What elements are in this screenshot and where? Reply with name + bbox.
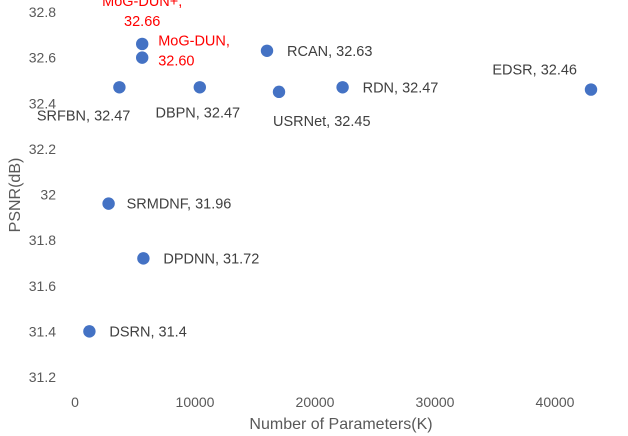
data-label: RCAN, 32.63 [287,44,372,60]
data-point [336,81,349,94]
data-label: USRNet, 32.45 [273,114,371,130]
data-point [136,37,149,51]
x-tick-label: 20000 [296,394,335,410]
x-tick-label: 0 [71,394,79,410]
data-point [136,51,149,64]
y-tick-label: 32.4 [29,95,56,111]
data-point [83,325,96,338]
data-point [102,197,115,210]
data-label: MoG-DUN, 32.60 [158,34,230,70]
data-label: DPDNN, 31.72 [163,251,259,267]
y-tick-label: 32.6 [29,50,56,66]
x-tick-label: 30000 [416,394,455,410]
y-tick-label: 31.4 [29,323,56,339]
data-label: DBPN, 32.47 [155,105,240,121]
x-axis-ticks: 0 10000 20000 30000 40000 [71,394,575,410]
y-tick-label: 31.8 [29,232,56,248]
data-label: SRMDNF, 31.96 [127,197,232,213]
data-points [83,37,598,338]
x-axis-title: Number of Parameters(K) [249,416,432,433]
y-axis-title: PSNR(dB) [7,158,24,233]
data-label: DSRN, 31.4 [109,324,186,340]
data-label: EDSR, 32.46 [492,63,577,79]
data-label: SRFBN, 32.47 [37,108,131,124]
data-point [113,81,126,94]
data-point [272,85,286,99]
y-tick-label: 31.2 [29,369,56,385]
y-tick-label: 32 [40,187,56,203]
data-labels: MoG-DUN+, 32.66 MoG-DUN, 32.60 RCAN, 32.63 ED… [37,0,577,340]
y-axis-ticks: 31.2 31.4 31.6 31.8 32 32.2 32.4 32.6 32.8 [29,4,56,385]
data-point [584,83,598,96]
y-tick-label: 31.6 [29,278,56,294]
y-tick-label: 32.8 [29,4,56,20]
data-point [193,81,206,94]
data-label: MoG-DUN+, 32.66 [102,0,182,30]
x-tick-label: 40000 [536,394,575,410]
data-point [260,44,274,57]
y-tick-label: 32.2 [29,141,56,157]
data-point [137,252,150,265]
data-label: RDN, 32.47 [363,80,439,96]
x-tick-label: 10000 [176,394,215,410]
